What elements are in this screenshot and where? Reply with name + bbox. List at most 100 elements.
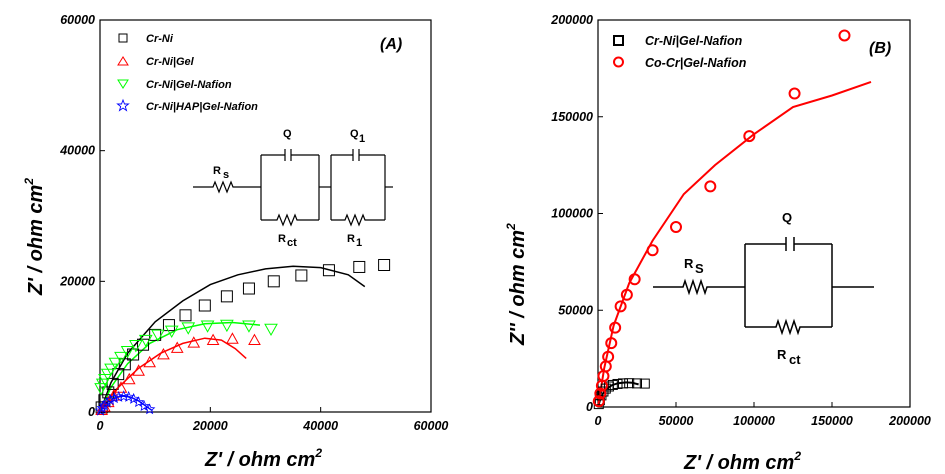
data-point-cr-ni-gel-nafion (129, 340, 143, 353)
data-point-cr-ni-gel-nafion (632, 378, 642, 389)
panel-b-ticks: 0 50000 100000 150000 200000 0 50000 100000 1500… (550, 13, 931, 428)
circuit-a-rct-label: R (278, 233, 286, 245)
data-point-cr-ni-gel-nafion (264, 323, 278, 337)
data-point-cr-ni-gel-nafion (94, 383, 108, 396)
data-point-cr-ni-gel-nafion (612, 378, 623, 389)
data-point-cr-ni-gel-nafion (617, 378, 628, 389)
data-point-cr-ni (295, 269, 308, 282)
data-point-cr-ni-gel-nafion (220, 319, 234, 333)
data-point-cr-ni-gel-nafion (151, 329, 165, 342)
legend-marker-b-cr-ni-gel-nafion (613, 35, 624, 46)
data-point-cr-ni-gel-nafion (181, 322, 196, 335)
data-point-cr-ni-hap-gel-nafion (132, 396, 145, 408)
data-point-cr-ni (179, 309, 192, 322)
data-point-co-cr-gel-nafion (788, 87, 801, 100)
y-tick-label: 20000 (59, 274, 95, 288)
panel-b-y-axis-label-text: Z'' / ohm cm (507, 230, 529, 346)
data-point-cr-ni (242, 282, 255, 295)
data-point-cr-ni-hap-gel-nafion (108, 392, 121, 404)
x-tick-label: 20000 (192, 419, 228, 433)
panel-b-data-points (592, 29, 851, 410)
legend-marker-cr-ni-hap-gel-nafion (116, 98, 130, 112)
data-point-co-cr-gel-nafion (609, 321, 622, 334)
legend-marker-cr-ni-gel (117, 56, 129, 66)
x-tick-label: 40000 (302, 419, 338, 433)
data-point-cr-ni (322, 264, 335, 277)
panel-a-ticks: 0 20000 40000 60000 0 20000 40000 60000 (59, 13, 448, 433)
data-point-co-cr-gel-nafion (602, 350, 615, 363)
data-point-cr-ni (118, 358, 131, 371)
legend-marker-cr-ni (118, 33, 128, 43)
data-point-cr-ni-gel (187, 336, 201, 348)
data-point-cr-ni-gel-nafion (639, 378, 650, 389)
data-point-co-cr-gel-nafion (620, 288, 633, 301)
fit-line-cr-ni-gel-nafion (99, 321, 261, 413)
circuit-a-rct-sub: ct (287, 237, 297, 249)
legend-label-cr-ni-gel: Cr-Ni|Gel (146, 56, 195, 68)
data-point-cr-ni-gel (206, 333, 220, 346)
data-point-co-cr-gel-nafion (605, 337, 618, 350)
data-point-cr-ni-gel (122, 372, 136, 385)
data-point-cr-ni-hap-gel-nafion (101, 396, 113, 408)
data-point-cr-ni-gel-nafion (108, 357, 123, 371)
data-point-cr-ni-hap-gel-nafion (113, 390, 125, 402)
data-point-cr-ni-hap-gel-nafion (127, 392, 140, 404)
y-tick-label: 0 (586, 400, 593, 414)
panel-b-equivalent-circuit (653, 237, 874, 336)
data-point-cr-ni-gel-nafion (138, 334, 153, 348)
circuit-a-q1-label: Q (350, 128, 359, 140)
fit-line-cr-ni-gel (99, 337, 247, 413)
panel-a-frame (99, 19, 432, 413)
panel-b-y-axis-label-sup: 2 (504, 223, 518, 231)
data-point-cr-ni-hap-gel-nafion (96, 402, 108, 413)
legend-label-cr-ni-hap-gel-nafion: Cr-Ni|HAP|Gel-Nafion (146, 101, 258, 113)
y-tick-label: 150000 (551, 110, 593, 124)
data-point-cr-ni-hap-gel-nafion (143, 403, 156, 415)
data-point-co-cr-gel-nafion (594, 387, 607, 400)
data-point-cr-ni-hap-gel-nafion (104, 394, 117, 406)
data-point-cr-ni (220, 290, 233, 303)
y-tick-label: 50000 (558, 303, 593, 317)
x-tick-label: 150000 (811, 414, 853, 428)
data-point-cr-ni-gel (132, 364, 145, 376)
data-point-cr-ni-gel (170, 341, 184, 353)
data-point-cr-ni-gel-nafion (104, 363, 118, 376)
circuit-b-q-label: Q (782, 210, 792, 225)
data-point-cr-ni-gel-nafion (598, 386, 609, 397)
panel-a-legend: Cr-Ni Cr-Ni|Gel Cr-Ni|Gel-Nafion Cr-Ni|H… (116, 33, 258, 113)
panel-b-y-axis-label: Z'' / ohm cm2 (504, 223, 529, 346)
data-point-cr-ni (267, 275, 280, 288)
panel-a-x-axis-label-text: Z' / ohm cm (204, 449, 315, 471)
circuit-a-r1-label: R (347, 233, 355, 245)
panel-b-legend: Cr-Ni|Gel-Nafion Co-Cr|Gel-Nafion (613, 34, 747, 70)
legend-label-cr-ni-gel-nafion: Cr-Ni|Gel-Nafion (146, 79, 232, 91)
data-point-co-cr-gel-nafion (670, 221, 682, 234)
data-point-cr-ni (378, 259, 391, 271)
panel-a-data-points (94, 259, 391, 416)
circuit-a-q1-sub: 1 (359, 133, 365, 145)
data-point-cr-ni (137, 338, 150, 351)
data-point-cr-ni (112, 368, 125, 381)
data-point-cr-ni-hap-gel-nafion (122, 390, 135, 402)
panel-b-frame (597, 19, 911, 408)
data-point-co-cr-gel-nafion (592, 395, 605, 408)
data-point-co-cr-gel-nafion (743, 130, 756, 143)
panel-a-x-axis-label-sup: 2 (314, 446, 322, 460)
x-tick-label: 0 (97, 419, 104, 433)
circuit-a-rs-sub: s (223, 169, 229, 181)
panel-a-y-axis-label-sup: 2 (22, 178, 36, 186)
circuit-a-q-label: Q (283, 128, 292, 140)
circuit-a-rs-label: R (213, 165, 221, 177)
circuit-b-rs-label: R (684, 256, 694, 271)
panel-a-x-axis-label: Z' / ohm cm2 (204, 446, 322, 471)
data-point-cr-ni-gel-nafion (200, 320, 215, 333)
panel-b-x-axis-label-text: Z' / ohm cm (683, 452, 794, 474)
x-tick-label: 200000 (888, 414, 931, 428)
x-tick-label: 60000 (414, 419, 449, 433)
panel-a-label: (A) (380, 36, 402, 53)
data-point-co-cr-gel-nafion (646, 244, 659, 257)
data-point-cr-ni-gel-nafion (164, 325, 179, 339)
data-point-cr-ni-gel-nafion (114, 351, 128, 365)
data-point-cr-ni (198, 299, 211, 312)
